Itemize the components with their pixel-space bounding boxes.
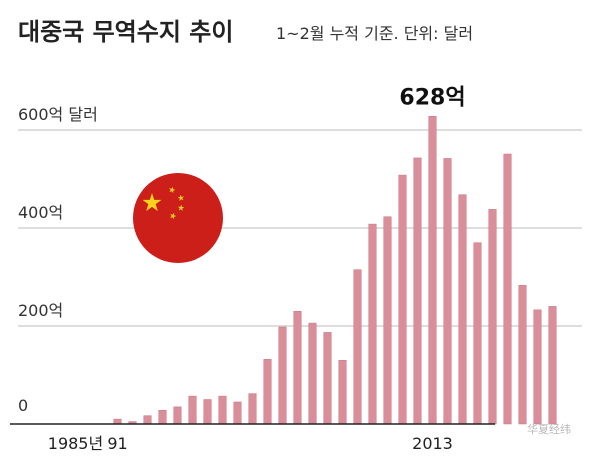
y-tick-label-200: 200억 [18, 301, 63, 320]
bar-28 [443, 158, 452, 425]
china-flag-icon [133, 173, 223, 263]
flag-small-star-icon-4 [170, 212, 177, 220]
grid-lines [18, 129, 582, 327]
y-tick-label-400: 400억 [18, 203, 63, 222]
bar-13 [218, 395, 227, 425]
watermark: 华夏经纬 [527, 422, 571, 436]
chart-title: 대중국 무역수지 추이 [18, 18, 233, 46]
bar-29 [458, 194, 467, 425]
bar-18 [293, 311, 302, 425]
bars [113, 116, 557, 425]
bar-10 [173, 406, 182, 425]
flag-small-star-icon-1 [169, 186, 176, 194]
flag-small-star-icon-3 [177, 204, 185, 211]
chart-subtitle: 1~2월 누적 기준. 단위: 달러 [276, 24, 473, 43]
x-axis-labels: 1985년 91 2013 [48, 434, 453, 453]
y-tick-label-0: 0 [18, 396, 28, 415]
x-tick-label-1: 91 [107, 434, 127, 453]
flag-small-star-icon-2 [177, 194, 184, 202]
annotations: 628억 [399, 85, 465, 110]
bar-16 [263, 359, 272, 425]
bar-25 [398, 174, 407, 425]
bar-15 [248, 393, 257, 425]
bar-21 [338, 360, 347, 425]
bar-30 [473, 242, 482, 425]
bar-31 [488, 209, 497, 425]
x-tick-label-2: 2013 [412, 434, 453, 453]
bar-26 [413, 157, 422, 425]
bar-35 [548, 306, 557, 425]
bar-34 [533, 309, 542, 425]
bar-32 [503, 153, 512, 425]
x-tick-label-0: 1985년 [48, 434, 103, 453]
bar-11 [188, 395, 197, 425]
y-axis-labels: 0 200억 400억 600억 달러 [18, 105, 98, 415]
peak-annotation-0: 628억 [399, 85, 465, 110]
bar-23 [368, 223, 377, 425]
bar-9 [158, 410, 167, 425]
bar-17 [278, 326, 287, 425]
bar-14 [233, 401, 242, 425]
bar-20 [323, 332, 332, 425]
bar-19 [308, 322, 317, 425]
bar-27 [428, 116, 437, 425]
y-tick-label-600: 600억 달러 [18, 105, 98, 124]
bar-22 [353, 269, 362, 425]
flag-big-star-icon [142, 193, 162, 212]
bar-24 [383, 216, 392, 425]
bar-33 [518, 285, 527, 425]
bar-12 [203, 399, 212, 425]
bar-8 [143, 415, 152, 425]
